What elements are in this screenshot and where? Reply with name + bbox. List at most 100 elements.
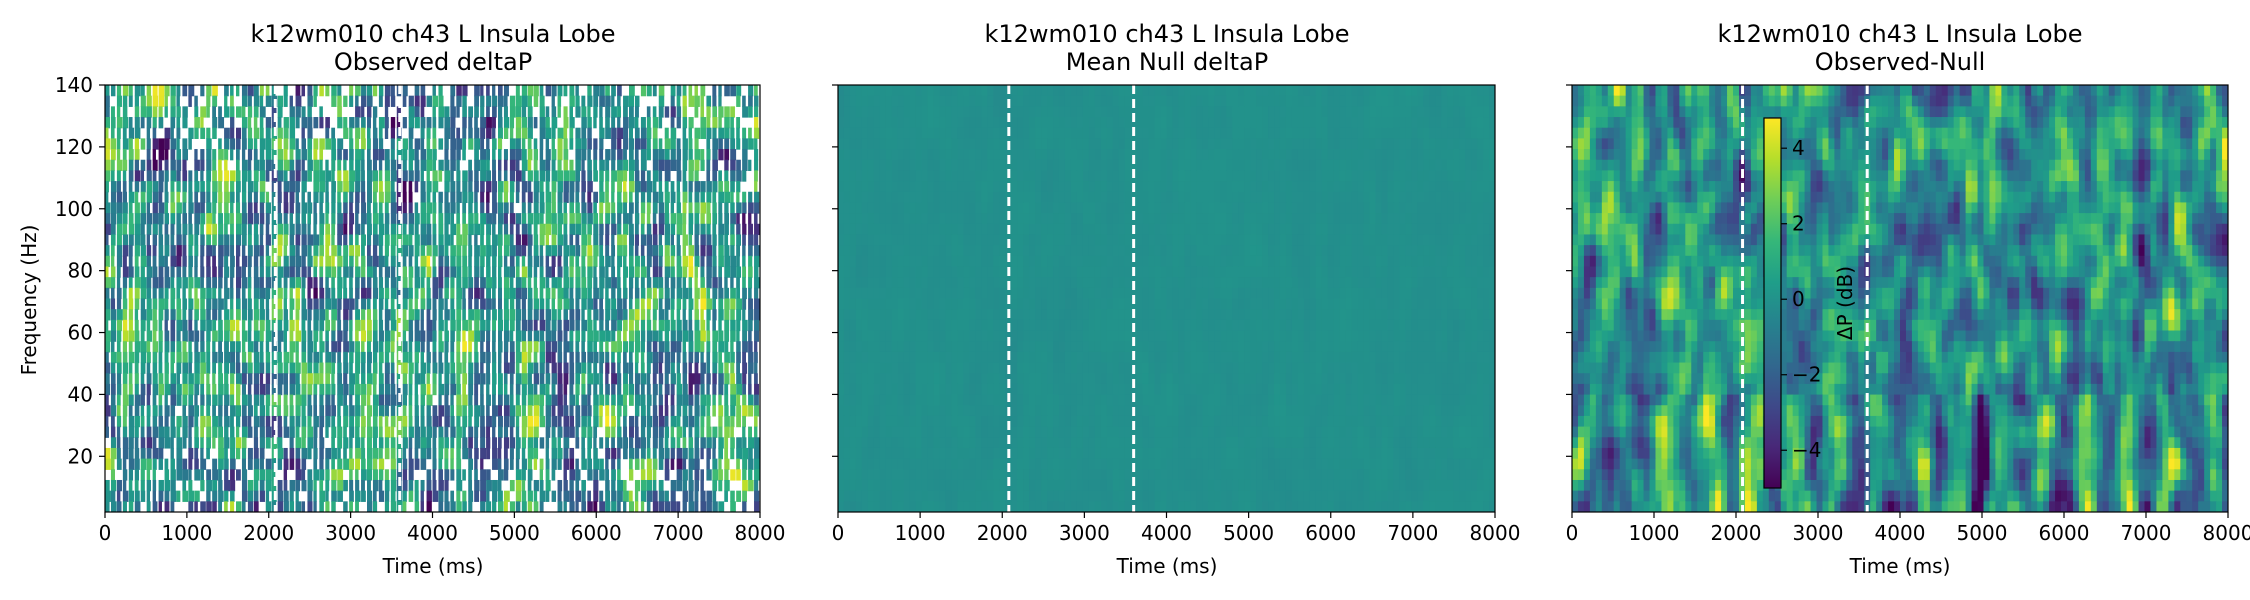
heatmap-cell	[1154, 106, 1162, 118]
heatmap-cell	[492, 373, 497, 385]
heatmap-cell	[116, 437, 121, 449]
heatmap-cell	[236, 266, 242, 278]
heatmap-cell	[372, 394, 379, 406]
heatmap-cell	[325, 287, 331, 300]
heatmap-cell	[170, 330, 176, 342]
heatmap-cell	[420, 319, 424, 332]
heatmap-cell	[503, 319, 509, 332]
heatmap-cell	[230, 501, 235, 512]
heatmap-cell	[194, 170, 199, 182]
heatmap-cell	[1023, 106, 1030, 118]
heatmap-cell	[480, 490, 487, 502]
heatmap-cell	[188, 213, 192, 225]
heatmap-cell	[480, 255, 485, 268]
heatmap-cell	[503, 202, 509, 214]
heatmap-cell	[1279, 95, 1287, 107]
heatmap-cell	[1447, 85, 1454, 97]
heatmap-cell	[206, 426, 212, 438]
heatmap-cell	[694, 415, 700, 428]
heatmap-cell	[319, 458, 324, 470]
heatmap-cell	[384, 405, 389, 417]
heatmap-cell	[1453, 138, 1460, 150]
heatmap-cell	[498, 95, 504, 107]
heatmap-cell	[664, 266, 671, 278]
heatmap-cell	[289, 437, 294, 449]
heatmap-cell	[331, 394, 335, 406]
heatmap-cell	[450, 469, 455, 481]
heatmap-cell	[259, 373, 264, 385]
heatmap-cell	[563, 458, 570, 470]
heatmap-cell	[283, 138, 289, 150]
heatmap-cell	[462, 170, 468, 182]
heatmap-cell	[158, 95, 165, 107]
heatmap-cell	[1226, 138, 1233, 150]
heatmap-cell	[533, 415, 540, 428]
heatmap-cell	[277, 287, 283, 300]
heatmap-cell	[617, 501, 621, 512]
heatmap-cell	[557, 479, 563, 492]
heatmap-cell	[712, 138, 719, 150]
heatmap-cell	[212, 298, 218, 310]
heatmap-cell	[241, 159, 248, 172]
heatmap-cell	[599, 266, 605, 278]
heatmap-cell	[521, 266, 528, 278]
heatmap-cell	[652, 149, 659, 161]
x-tick-label: 2000	[243, 521, 294, 545]
heatmap-cell	[134, 501, 141, 512]
heatmap-cell	[1082, 85, 1090, 97]
heatmap-cell	[748, 351, 754, 364]
heatmap-cell	[480, 351, 486, 364]
heatmap-cell	[539, 479, 544, 492]
heatmap-cell	[849, 106, 857, 118]
heatmap-cell	[152, 330, 157, 342]
heatmap-cell	[503, 85, 509, 97]
heatmap-cell	[116, 106, 121, 118]
heatmap-cell	[700, 437, 706, 449]
y-tick-label: 140	[55, 73, 93, 97]
heatmap-cell	[146, 501, 151, 512]
heatmap-cell	[1148, 106, 1156, 118]
heatmap-cell	[110, 405, 117, 417]
heatmap-cell	[361, 341, 365, 353]
heatmap-cell	[736, 117, 741, 129]
heatmap-cell	[307, 330, 313, 342]
heatmap-cell	[426, 234, 432, 246]
heatmap-cell	[486, 479, 492, 492]
heatmap-cell	[313, 373, 320, 385]
heatmap-cell	[200, 330, 205, 342]
heatmap-cell	[545, 181, 550, 193]
heatmap-cell	[629, 138, 635, 150]
heatmap-cell	[617, 85, 622, 97]
heatmap-cell	[1023, 85, 1030, 97]
heatmap-cell	[158, 181, 164, 193]
heatmap-cell	[742, 159, 748, 172]
heatmap-cell	[420, 223, 427, 236]
heatmap-cell	[182, 266, 187, 278]
heatmap-cell	[146, 127, 151, 139]
heatmap-cell	[134, 213, 141, 225]
heatmap-cell	[110, 426, 116, 438]
heatmap-cell	[271, 426, 276, 438]
heatmap-cell	[527, 138, 532, 150]
heatmap-cell	[420, 191, 426, 204]
heatmap-cell	[224, 447, 228, 460]
heatmap-cell	[361, 415, 366, 428]
heatmap-cell	[420, 362, 426, 374]
heatmap-cell	[384, 501, 390, 512]
heatmap-cell	[617, 479, 623, 492]
heatmap-cell	[474, 447, 479, 460]
heatmap-cell	[378, 437, 384, 449]
heatmap-cell	[247, 170, 252, 182]
heatmap-cell	[605, 95, 611, 107]
heatmap-cell	[224, 245, 230, 257]
heatmap-cell	[152, 479, 157, 492]
heatmap-cell	[152, 127, 157, 139]
heatmap-cell	[682, 458, 687, 470]
heatmap-cell	[843, 127, 851, 139]
heatmap-cell	[253, 127, 260, 139]
heatmap-cell	[593, 85, 600, 97]
heatmap-cell	[218, 469, 222, 481]
heatmap-cell	[509, 501, 516, 512]
heatmap-cell	[319, 117, 324, 129]
heatmap-cell	[676, 138, 681, 150]
